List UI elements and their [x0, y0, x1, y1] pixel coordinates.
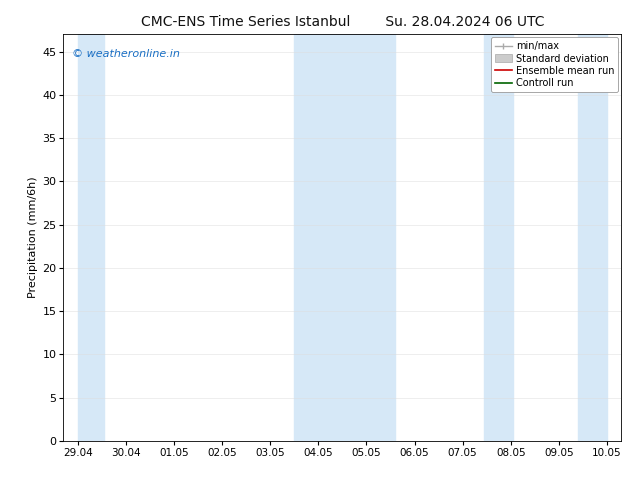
Y-axis label: Precipitation (mm/6h): Precipitation (mm/6h)	[28, 177, 38, 298]
Legend: min/max, Standard deviation, Ensemble mean run, Controll run: min/max, Standard deviation, Ensemble me…	[491, 37, 618, 92]
Bar	[78, 34, 104, 441]
Bar	[578, 34, 607, 441]
Bar	[484, 34, 513, 441]
Title: CMC-ENS Time Series Istanbul        Su. 28.04.2024 06 UTC: CMC-ENS Time Series Istanbul Su. 28.04.2…	[141, 15, 544, 29]
Bar	[294, 34, 395, 441]
Text: © weatheronline.in: © weatheronline.in	[72, 49, 179, 58]
